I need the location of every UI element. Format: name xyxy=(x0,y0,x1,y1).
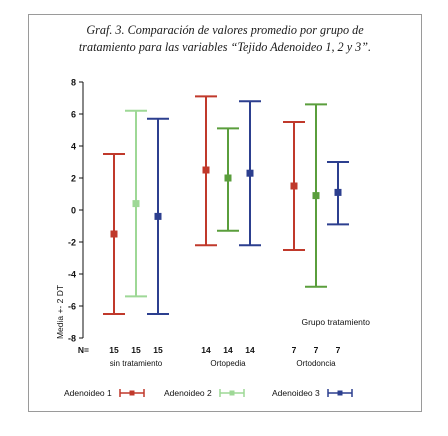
legend-swatch-marker xyxy=(129,390,135,396)
errorbar-mean-marker xyxy=(202,166,210,174)
legend-label: Adenoideo 2 xyxy=(164,388,212,398)
y-tick-label: 0 xyxy=(71,206,76,216)
errorbar-mean-marker xyxy=(334,188,342,196)
errorbar-mean-marker xyxy=(110,230,118,238)
n-value: 7 xyxy=(314,345,319,355)
x-tick-label: Ortopedia xyxy=(210,359,246,368)
y-tick-label: -6 xyxy=(68,302,76,312)
n-value: 15 xyxy=(153,345,163,355)
y-tick-label: -4 xyxy=(68,270,76,280)
y-tick-label: 2 xyxy=(71,174,76,184)
errorbar-mean-marker xyxy=(290,182,298,190)
figure-caption: Graf. 3. Comparación de valores promedio… xyxy=(34,22,416,56)
errorbar-mean-marker xyxy=(312,192,320,200)
figure-frame xyxy=(28,14,422,412)
y-tick-label: -8 xyxy=(68,334,76,344)
n-value: 15 xyxy=(131,345,141,355)
caption-line-2: tratamiento para las variables “Tejido A… xyxy=(78,40,372,54)
legend-swatch-marker xyxy=(337,390,343,396)
legend-label: Adenoideo 3 xyxy=(272,388,320,398)
y-tick-label: 4 xyxy=(71,142,76,152)
n-value: 14 xyxy=(201,345,211,355)
n-value: 15 xyxy=(109,345,119,355)
errorbar-mean-marker xyxy=(246,169,254,177)
n-value: 14 xyxy=(245,345,255,355)
y-tick-label: 6 xyxy=(71,110,76,120)
x-tick-label: sin tratamiento xyxy=(110,359,163,368)
n-value: 7 xyxy=(292,345,297,355)
n-value: 7 xyxy=(336,345,341,355)
errorbar-mean-marker xyxy=(154,212,162,220)
legend-swatch-marker xyxy=(229,390,235,396)
x-axis-label: Grupo tratamiento xyxy=(301,317,370,327)
caption-line-1: Graf. 3. Comparación de valores promedio… xyxy=(86,23,364,37)
errorbar-mean-marker xyxy=(132,200,140,208)
errorbar-mean-marker xyxy=(224,174,232,182)
x-tick-label: Ortodoncia xyxy=(296,359,336,368)
y-axis-label: Media +- 2 DT xyxy=(55,285,65,339)
y-tick-label: -2 xyxy=(68,238,76,248)
y-tick-label: 8 xyxy=(71,78,76,88)
legend-label: Adenoideo 1 xyxy=(64,388,112,398)
n-label: N= xyxy=(78,345,89,355)
n-value: 14 xyxy=(223,345,233,355)
